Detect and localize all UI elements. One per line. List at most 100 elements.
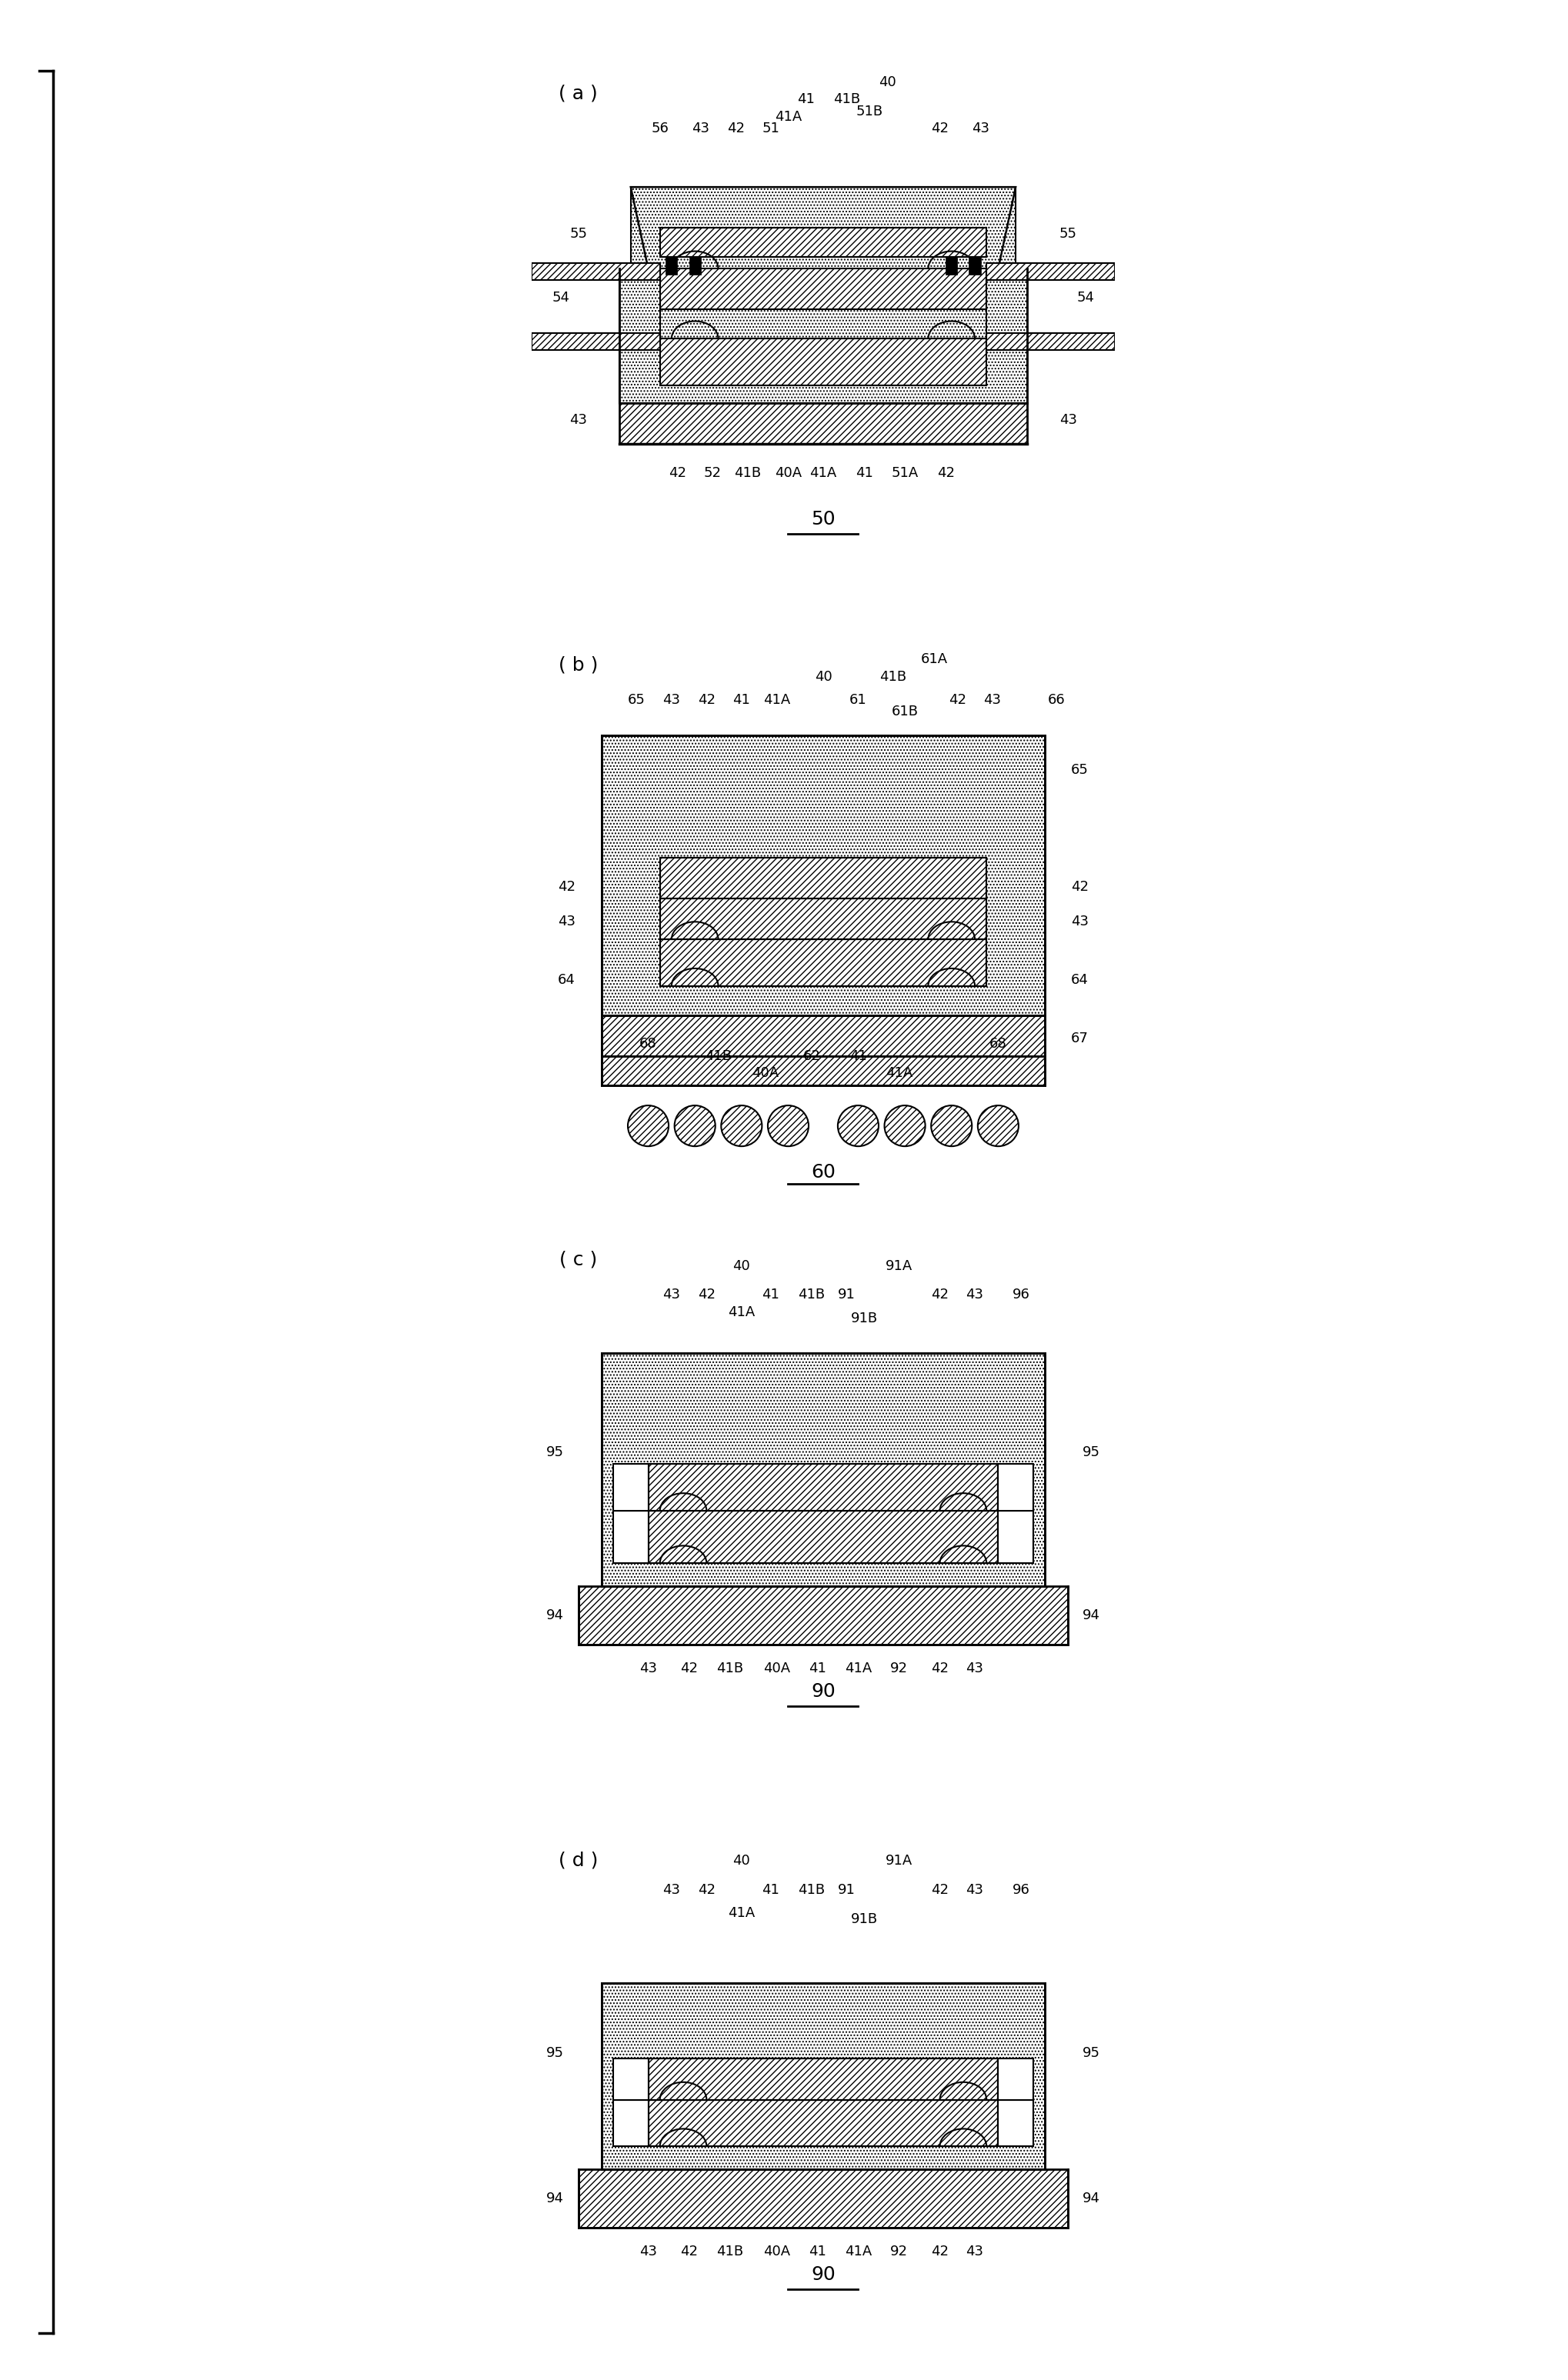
Polygon shape <box>532 262 660 281</box>
Text: 95: 95 <box>1082 2047 1101 2061</box>
Bar <box>602 1983 1044 2171</box>
Bar <box>660 857 986 897</box>
Text: 42: 42 <box>949 693 966 707</box>
Text: 41B: 41B <box>704 1050 732 1064</box>
Text: ( a ): ( a ) <box>558 86 597 102</box>
Bar <box>613 1464 648 1511</box>
Text: 50: 50 <box>811 509 836 528</box>
Text: 43: 43 <box>663 693 681 707</box>
Polygon shape <box>630 188 1016 269</box>
Text: 90: 90 <box>811 2266 836 2285</box>
Bar <box>660 940 986 985</box>
Text: 65: 65 <box>627 693 646 707</box>
Text: 54: 54 <box>552 290 569 305</box>
Bar <box>648 1511 999 1564</box>
Bar <box>666 257 677 274</box>
Polygon shape <box>986 333 1115 350</box>
Bar <box>969 257 980 274</box>
Text: 41A: 41A <box>886 1066 913 1081</box>
Text: 43: 43 <box>663 1883 681 1897</box>
Text: 41: 41 <box>762 1288 779 1302</box>
Text: 42: 42 <box>698 1288 715 1302</box>
Text: 66: 66 <box>1047 693 1065 707</box>
Polygon shape <box>630 188 1016 269</box>
Ellipse shape <box>674 1104 715 1147</box>
Text: 42: 42 <box>931 121 949 136</box>
Text: 55: 55 <box>1060 226 1077 240</box>
Text: 41A: 41A <box>775 109 801 124</box>
Text: 42: 42 <box>931 1883 949 1897</box>
Text: 55: 55 <box>569 226 586 240</box>
Ellipse shape <box>884 1104 925 1147</box>
Text: 65: 65 <box>1071 764 1088 778</box>
Bar <box>660 897 986 940</box>
Text: 40: 40 <box>732 1259 751 1273</box>
Text: ( b ): ( b ) <box>558 657 597 674</box>
Bar <box>602 1057 1044 1085</box>
Text: 42: 42 <box>668 466 687 481</box>
Bar <box>579 1587 1068 1645</box>
Ellipse shape <box>627 1104 668 1147</box>
Text: 95: 95 <box>546 1445 564 1459</box>
Text: 42: 42 <box>681 1661 698 1676</box>
Text: 43: 43 <box>966 2244 983 2259</box>
Text: 42: 42 <box>681 2244 698 2259</box>
Text: 64: 64 <box>558 973 575 988</box>
Text: 41: 41 <box>732 693 751 707</box>
Bar <box>999 2099 1033 2147</box>
Text: 42: 42 <box>931 2244 949 2259</box>
Bar <box>613 1511 648 1564</box>
Text: 91B: 91B <box>850 1311 878 1326</box>
Text: 43: 43 <box>966 1883 983 1897</box>
Text: 40A: 40A <box>764 2244 790 2259</box>
Bar <box>602 1354 1044 1587</box>
Polygon shape <box>986 262 1115 281</box>
Text: 62: 62 <box>803 1050 820 1064</box>
Text: 61A: 61A <box>920 652 947 666</box>
Text: 52: 52 <box>704 466 721 481</box>
Text: 68: 68 <box>989 1038 1007 1052</box>
Text: 41A: 41A <box>728 1307 756 1319</box>
Text: 43: 43 <box>966 1661 983 1676</box>
Text: 41: 41 <box>797 93 814 107</box>
Bar <box>660 338 986 386</box>
Text: 41B: 41B <box>833 93 859 107</box>
Bar <box>660 269 986 309</box>
Text: 94: 94 <box>546 1609 564 1623</box>
Text: 43: 43 <box>983 693 1002 707</box>
Ellipse shape <box>837 1104 878 1147</box>
Text: 43: 43 <box>558 914 575 928</box>
Text: 41: 41 <box>809 2244 826 2259</box>
Bar <box>946 257 958 274</box>
Text: 41: 41 <box>762 1883 779 1897</box>
Text: 43: 43 <box>691 121 710 136</box>
Text: 40A: 40A <box>775 466 801 481</box>
Text: 40: 40 <box>878 76 895 88</box>
Bar <box>602 735 1044 1014</box>
Text: 43: 43 <box>966 1288 983 1302</box>
Text: 42: 42 <box>936 466 955 481</box>
Text: 41A: 41A <box>845 2244 872 2259</box>
Text: 51: 51 <box>762 121 779 136</box>
Text: 91: 91 <box>837 1288 855 1302</box>
Bar <box>648 2099 999 2147</box>
Text: 40: 40 <box>732 1854 751 1868</box>
Text: 41A: 41A <box>809 466 837 481</box>
Text: 92: 92 <box>891 1661 908 1676</box>
Text: 54: 54 <box>1077 290 1094 305</box>
Text: 96: 96 <box>1013 1288 1030 1302</box>
Text: 43: 43 <box>1071 914 1088 928</box>
Text: 42: 42 <box>698 693 715 707</box>
Text: 41A: 41A <box>728 1906 756 1921</box>
Bar <box>613 2099 648 2147</box>
Bar <box>999 2059 1033 2099</box>
Text: 41B: 41B <box>798 1288 825 1302</box>
Text: 51B: 51B <box>856 105 883 119</box>
Text: 96: 96 <box>1013 1883 1030 1897</box>
Text: 41: 41 <box>809 1661 826 1676</box>
Text: 42: 42 <box>931 1288 949 1302</box>
Text: 64: 64 <box>1071 973 1088 988</box>
Text: 94: 94 <box>1082 1609 1101 1623</box>
Bar <box>613 2059 648 2099</box>
Text: 61: 61 <box>850 693 867 707</box>
